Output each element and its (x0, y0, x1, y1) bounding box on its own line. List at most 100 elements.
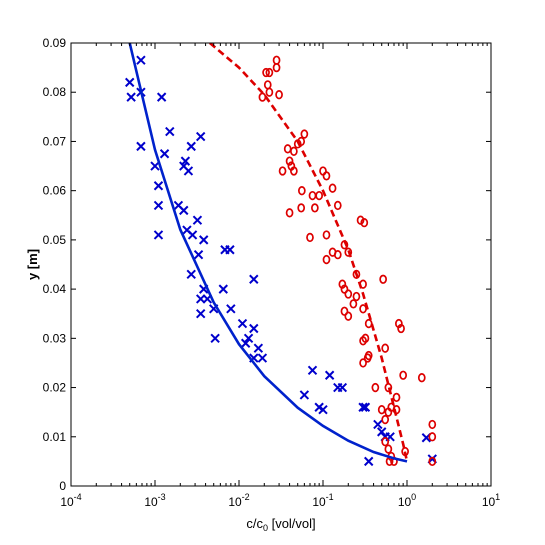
data-point-x (159, 149, 170, 159)
data-point-o (356, 215, 365, 225)
y-tick-label: 0.08 (43, 85, 67, 99)
data-point-o (397, 323, 405, 334)
data-point-o (428, 419, 437, 430)
y-tick-label: 0.01 (43, 430, 67, 444)
data-point-o (300, 129, 309, 139)
data-point-o (381, 414, 390, 425)
data-point-o (352, 291, 361, 302)
plot-frame (70, 42, 492, 487)
data-point-o (333, 250, 342, 260)
data-point-o (278, 166, 287, 176)
data-point-x (165, 126, 175, 137)
data-point-o (371, 382, 380, 393)
data-point-o (417, 373, 426, 383)
x-tick-labels: 10-4 10-3 10-2 10-1 100 101 (60, 492, 500, 509)
data-point-x (358, 402, 368, 412)
data-point-o (344, 247, 353, 257)
series-line-2 (128, 43, 408, 463)
data-point-x (153, 181, 164, 191)
y-tick-labels: 0 0.01 0.02 0.03 0.04 0.05 0.06 0.07 0.08 0.09 (43, 36, 67, 493)
data-point-o (384, 407, 393, 417)
data-point-x (377, 427, 387, 437)
data-point-o (275, 90, 283, 100)
x-axis-label: c/c0 [vol/vol] (246, 516, 315, 533)
data-point-x (307, 365, 318, 376)
data-point-x (210, 333, 220, 344)
data-point-x (126, 92, 136, 102)
data-point-x (337, 382, 348, 393)
y-tick-label: 0.05 (43, 233, 67, 247)
data-point-x (253, 343, 264, 353)
data-point-x (360, 402, 371, 412)
y-tick-label: 0.04 (43, 282, 67, 296)
data-point-x (299, 390, 310, 400)
data-point-o (379, 274, 387, 284)
data-point-x (186, 269, 196, 280)
y-tick-label: 0.06 (43, 184, 67, 198)
data-point-o (381, 437, 390, 447)
data-point-x (225, 245, 235, 255)
data-point-o (328, 183, 337, 193)
x-tick-label: 100 (398, 492, 416, 509)
data-point-o (262, 67, 270, 78)
data-point-o (285, 156, 294, 166)
data-point-o (428, 432, 437, 442)
data-point-x (186, 141, 196, 152)
data-point-o (315, 190, 324, 201)
data-point-x (373, 419, 383, 430)
x-tick-label: 10-3 (144, 492, 165, 509)
x-tick-label: 101 (482, 492, 500, 509)
data-point-x (136, 55, 146, 65)
data-point-o (384, 382, 393, 393)
data-point-o (297, 203, 306, 213)
data-point-x (218, 284, 228, 294)
data-point-o (384, 444, 393, 454)
data-point-x (153, 230, 164, 240)
data-point-o (381, 343, 390, 353)
x-tick-label: 10-2 (228, 492, 249, 509)
data-point-x (125, 77, 135, 88)
data-point-x (179, 205, 189, 216)
data-point-o (265, 87, 274, 97)
data-point-o (322, 230, 331, 240)
data-point-o (344, 289, 353, 299)
data-point-o (297, 186, 306, 196)
x-tick-label: 10-1 (312, 492, 333, 509)
data-point-x (198, 235, 209, 245)
data-point-o (352, 269, 361, 279)
data-point-x (249, 274, 259, 284)
data-point-x (153, 200, 164, 211)
data-point-o (363, 353, 372, 363)
y-tick-label: 0.07 (43, 134, 67, 148)
data-point-o (306, 232, 314, 243)
data-point-x (195, 131, 206, 142)
data-point-x (136, 141, 146, 152)
x-tick-label: 10-4 (60, 492, 81, 509)
data-point-x (324, 370, 335, 380)
data-point-o (399, 370, 408, 380)
data-point-x (240, 338, 251, 348)
data-point-o (290, 146, 298, 156)
data-point-x (150, 161, 160, 171)
data-point-o (377, 405, 386, 415)
data-point-x (257, 353, 268, 363)
data-point-o (359, 358, 367, 368)
data-point-o (311, 203, 319, 213)
data-point-o (428, 456, 437, 467)
data-point-x (187, 230, 198, 240)
data-point-o (322, 254, 331, 265)
data-point-x (249, 323, 259, 334)
data-point-o (272, 62, 281, 73)
data-point-x (195, 309, 206, 319)
data-point-x (192, 215, 203, 225)
plot-marks (125, 43, 437, 467)
data-point-o (340, 284, 349, 294)
data-point-o (285, 208, 294, 218)
data-point-o (322, 171, 331, 181)
data-point-o (361, 333, 370, 343)
data-point-x (318, 404, 328, 415)
data-point-o (360, 218, 369, 228)
data-point-o (340, 306, 349, 316)
